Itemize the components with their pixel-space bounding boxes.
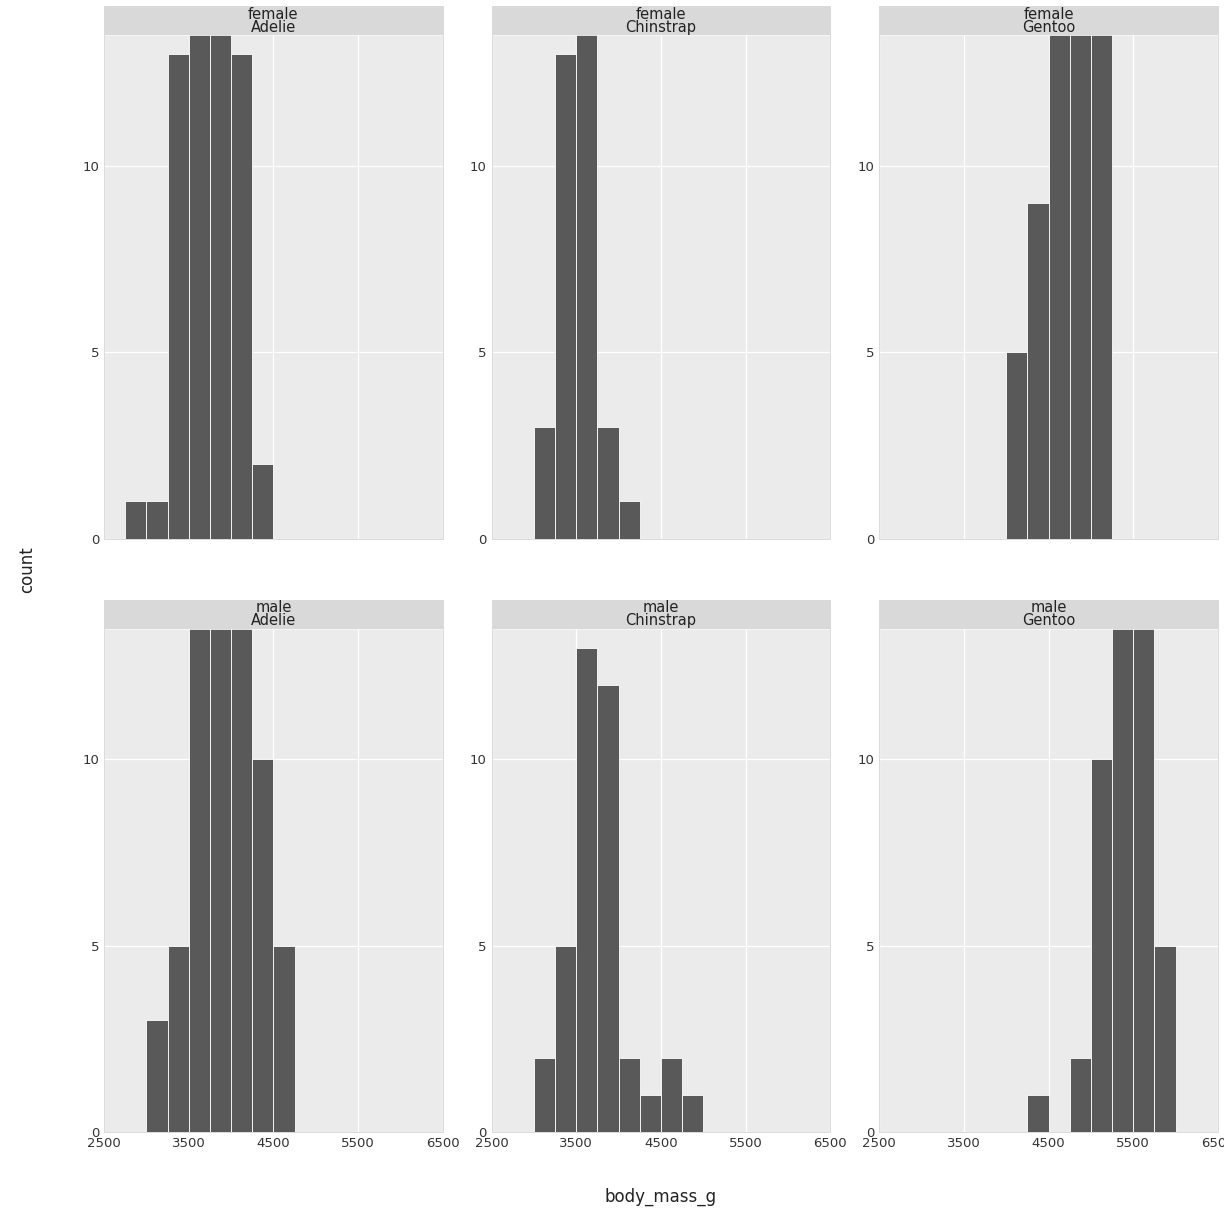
Text: female: female [1023, 7, 1073, 22]
Text: Chinstrap: Chinstrap [625, 20, 696, 34]
Bar [577, 647, 597, 1132]
Text: male: male [643, 601, 679, 616]
Text: Chinstrap: Chinstrap [625, 613, 696, 628]
Bar [252, 464, 273, 539]
Bar [556, 946, 577, 1132]
Bar [168, 54, 188, 539]
Bar [252, 759, 273, 1132]
Bar [125, 502, 147, 539]
Bar [661, 1058, 682, 1132]
Bar [597, 427, 618, 539]
Bar [188, 536, 209, 1132]
Bar [1070, 1058, 1091, 1132]
Bar [618, 502, 640, 539]
Text: Gentoo: Gentoo [1022, 20, 1075, 34]
Bar [209, 17, 231, 539]
Bar [597, 685, 618, 1132]
Text: Adelie: Adelie [251, 613, 296, 628]
Bar [168, 946, 188, 1132]
Bar [577, 0, 597, 539]
Bar [231, 54, 252, 539]
Text: body_mass_g: body_mass_g [605, 1189, 717, 1206]
Bar [147, 1021, 168, 1132]
Bar [534, 427, 556, 539]
Bar [231, 461, 252, 1132]
Bar [1133, 275, 1154, 1132]
Text: female: female [635, 7, 687, 22]
Bar [1070, 0, 1091, 539]
Bar [1154, 946, 1175, 1132]
Bar [640, 1095, 661, 1132]
Bar [147, 502, 168, 539]
Bar [556, 54, 577, 539]
Text: male: male [255, 601, 291, 616]
Bar [534, 1058, 556, 1132]
Bar [618, 1058, 640, 1132]
Bar [1027, 1095, 1049, 1132]
Bar [273, 946, 295, 1132]
Bar [1091, 0, 1113, 539]
Text: male: male [1031, 601, 1067, 616]
Text: Gentoo: Gentoo [1022, 613, 1075, 628]
Bar [209, 201, 231, 1132]
Bar [682, 1095, 704, 1132]
Bar [1113, 461, 1133, 1132]
Text: Adelie: Adelie [251, 20, 296, 34]
Text: female: female [248, 7, 299, 22]
Bar [1006, 353, 1027, 539]
Bar [1091, 759, 1113, 1132]
Bar [1049, 0, 1070, 539]
Bar [1027, 203, 1049, 539]
Bar [188, 0, 209, 539]
Text: count: count [18, 546, 35, 592]
